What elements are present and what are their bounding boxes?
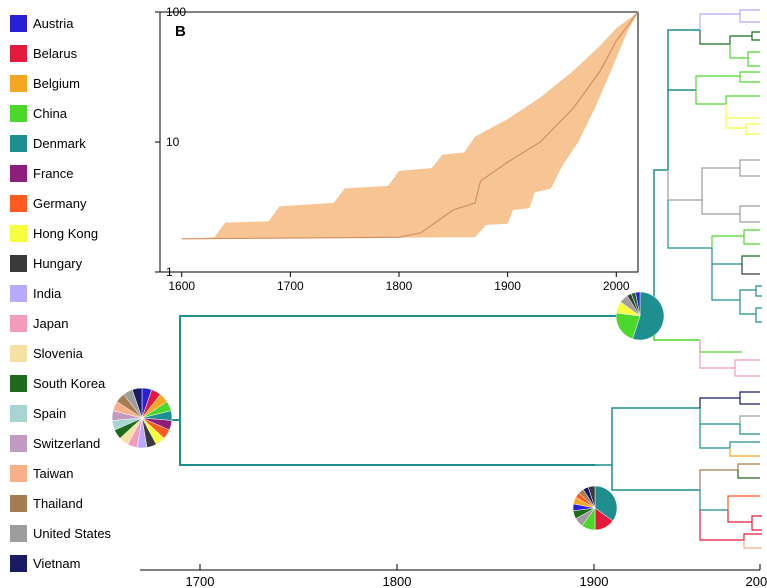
tree-branch [740, 214, 760, 222]
tree-branch [740, 286, 762, 300]
tree-branch [700, 340, 760, 376]
tree-branch [730, 448, 760, 456]
tree-branch [700, 490, 728, 510]
tree-branch [735, 360, 760, 368]
tree-branch [728, 510, 762, 522]
inset-xtick-label: 1800 [386, 279, 413, 293]
tree-branch [702, 200, 760, 214]
tree-branch [744, 540, 762, 548]
tree-branch [744, 236, 760, 244]
tree-branch [700, 340, 742, 352]
figure-svg: 1700180019002000 A 16001700180019002000 … [0, 0, 767, 588]
tree-branch [730, 44, 748, 58]
tree-branch [740, 300, 762, 314]
tree-branch [752, 522, 762, 530]
panel-B-xticks: 1600 1700 1800 1900 2000 [168, 272, 630, 293]
tree-branch [748, 58, 760, 66]
tree-branch [742, 264, 760, 274]
tree-branch [746, 128, 760, 134]
inset-ytick-label: 100 [166, 5, 186, 19]
tree-branch [668, 170, 702, 200]
tree-branch [668, 200, 712, 248]
tree-branch [700, 424, 760, 448]
tree-branch [738, 470, 760, 478]
panel-B: 1600 1700 1800 1900 2000 1 10 100 B [155, 5, 638, 293]
tree-branch [744, 534, 762, 540]
tree-branch [700, 510, 744, 540]
tree-branch [740, 168, 760, 176]
tree-branch [696, 72, 760, 90]
tree-branch [700, 10, 760, 30]
tree-branch [700, 392, 760, 408]
tree-branch [756, 314, 762, 322]
figure-container: AustriaBelarusBelgiumChinaDenmarkFranceG… [0, 0, 767, 588]
tree-branch [612, 465, 700, 490]
axis-tick-label: 1900 [580, 574, 609, 588]
inset-xtick-label: 1700 [277, 279, 304, 293]
tree-branch [726, 104, 760, 118]
time-axis-A: 1700 1800 1900 2000 [140, 564, 767, 588]
tree-branch [170, 316, 640, 420]
tree-branch [595, 408, 700, 465]
tree-branch [700, 464, 760, 490]
tree-branch [748, 52, 760, 58]
tree-branch [756, 290, 762, 296]
tree-branch [180, 420, 595, 465]
tree-branch [742, 256, 760, 264]
tree-branch [740, 76, 760, 82]
tree-branch [712, 248, 742, 264]
tree-branch [726, 118, 760, 128]
axis-tick-label: 2000 [746, 574, 767, 588]
inset-ytick-label: 1 [166, 265, 173, 279]
axis-tick-label: 1800 [383, 574, 412, 588]
tree-branch [726, 96, 760, 104]
inset-ytick-label: 10 [166, 135, 180, 149]
pie-charts [112, 292, 664, 530]
tree-branch [740, 424, 760, 434]
inset-xtick-label: 2000 [603, 279, 630, 293]
tree-branch [730, 32, 760, 44]
axis-tick-label: 1700 [186, 574, 215, 588]
tree-branch [752, 36, 760, 40]
tree-branch [728, 496, 760, 510]
tree-branch [668, 30, 700, 90]
tree-branch [696, 90, 726, 104]
tree-branch [700, 408, 740, 424]
tree-branch [740, 416, 760, 424]
tree-branch [702, 160, 760, 200]
tree-branch [712, 264, 740, 300]
tree-branch [712, 230, 760, 248]
tree-branch [700, 30, 730, 44]
tree-branch [740, 14, 760, 22]
inset-xtick-label: 1600 [168, 279, 195, 293]
tree-branch [740, 398, 760, 404]
inset-xtick-label: 1900 [494, 279, 521, 293]
panel-label-B: B [175, 23, 186, 40]
